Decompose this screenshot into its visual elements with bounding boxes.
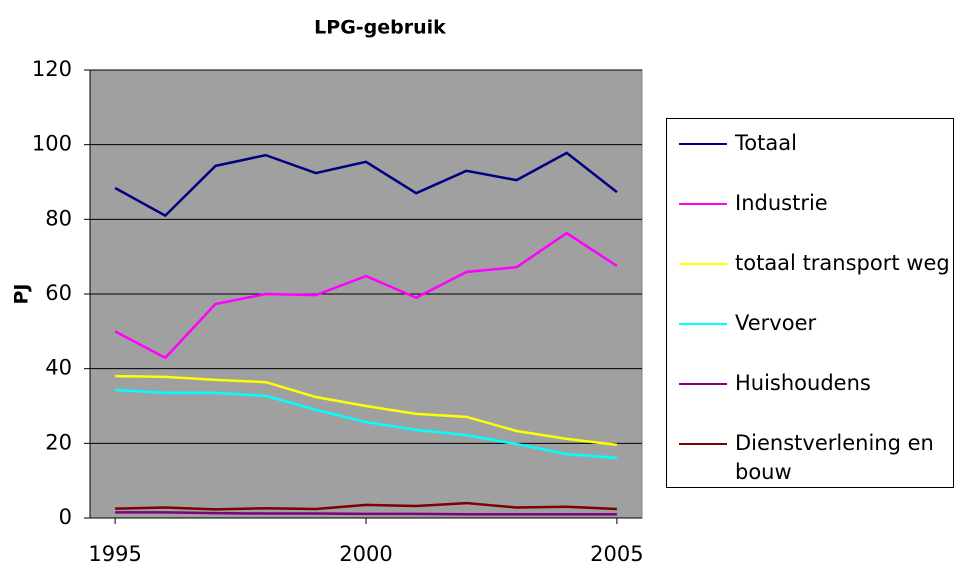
legend-swatch: [679, 323, 727, 325]
y-tick-label: 100: [32, 132, 72, 156]
legend-label: Huishoudens: [735, 371, 871, 395]
x-tick-label: 1995: [88, 542, 141, 566]
legend-swatch: [679, 263, 727, 265]
legend-label: Totaal: [735, 131, 797, 155]
chart-title: LPG-gebruik: [314, 17, 446, 39]
legend-swatch: [679, 203, 727, 205]
legend-item: Industrie: [679, 189, 950, 218]
legend-item: Dienstverlening en bouw: [679, 429, 950, 487]
y-tick-label: 80: [45, 206, 72, 230]
legend-swatch: [679, 383, 727, 385]
legend-item: totaal transport weg: [679, 249, 950, 278]
y-tick-label: 120: [32, 57, 72, 81]
series-line: [115, 501, 617, 511]
series-line: [115, 374, 618, 447]
series-line: [114, 231, 618, 360]
legend: Totaal Industrie totaal transport weg Vervo…: [666, 118, 954, 488]
legend-label: Vervoer: [735, 311, 817, 335]
y-tick-label: 0: [59, 505, 72, 529]
y-tick-label: 60: [45, 281, 72, 305]
x-tick-label: 2005: [590, 542, 643, 566]
legend-swatch: [679, 443, 727, 445]
x-tick-label: 2000: [339, 542, 392, 566]
y-axis-label: PJ: [11, 284, 33, 305]
legend-label: Industrie: [735, 191, 828, 215]
legend-item: Totaal: [679, 129, 950, 158]
legend-label: Dienstverlening en bouw: [735, 431, 934, 484]
series-line: [115, 388, 618, 460]
y-tick-label: 20: [45, 430, 72, 454]
series-line: [114, 151, 618, 218]
series-line: [115, 511, 617, 516]
legend-item: Vervoer: [679, 309, 950, 338]
y-tick-label: 40: [45, 356, 72, 380]
legend-swatch: [679, 143, 727, 145]
legend-label: totaal transport weg: [735, 251, 950, 275]
legend-item: Huishoudens: [679, 369, 950, 398]
